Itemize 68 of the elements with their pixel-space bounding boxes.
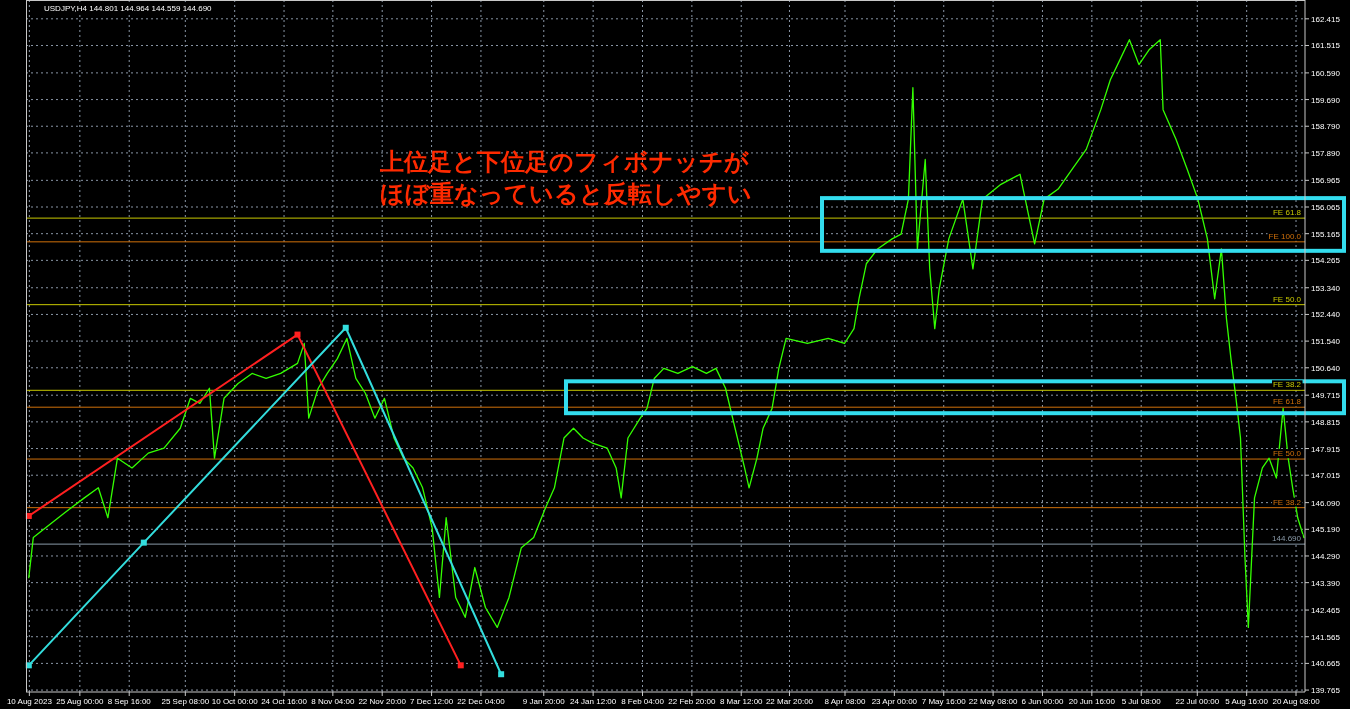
ref-line-label: FE 61.8 — [1272, 208, 1302, 218]
y-tick-label: 154.265 — [1311, 256, 1341, 266]
y-tick-label: 149.715 — [1311, 391, 1341, 401]
point — [342, 324, 349, 331]
point — [457, 662, 464, 669]
ref-line-label: FE 100.0 — [1268, 231, 1302, 241]
y-tick-label: 147.915 — [1311, 444, 1341, 454]
x-tick-label: 24 Jan 12:00 — [570, 697, 617, 706]
x-tick-label: 22 Dec 04:00 — [457, 697, 506, 706]
x-tick-label: 22 May 08:00 — [968, 697, 1018, 706]
y-tick-label: 150.640 — [1311, 363, 1341, 373]
x-tick-label: 5 Aug 16:00 — [1225, 697, 1269, 706]
x-tick-label: 9 Jan 20:00 — [522, 697, 566, 706]
x-tick-label: 22 Nov 20:00 — [358, 697, 407, 706]
ref-line-label: FE 38.2 — [1272, 380, 1302, 390]
y-tick-label: 161.515 — [1311, 41, 1341, 51]
y-tick-label: 155.165 — [1311, 229, 1341, 239]
x-tick-label: 24 Oct 16:00 — [261, 697, 308, 706]
y-tick-label: 156.065 — [1311, 203, 1341, 213]
x-tick-label: 5 Jul 08:00 — [1121, 697, 1162, 706]
x-tick-label: 23 Apr 00:00 — [871, 697, 918, 706]
x-tick-label: 7 Dec 12:00 — [410, 697, 454, 706]
point — [294, 331, 301, 338]
y-tick-label: 139.765 — [1311, 686, 1341, 696]
ref-line-label: FE 38.2 — [1272, 497, 1302, 507]
y-tick-label: 156.965 — [1311, 176, 1341, 186]
x-tick-label: 8 Apr 08:00 — [824, 697, 867, 706]
x-tick-label: 6 Jun 00:00 — [1021, 697, 1064, 706]
y-tick-label: 162.415 — [1311, 14, 1341, 24]
text: USDJPY,H4 144.801 144.964 144.559 144.690 — [44, 4, 213, 13]
point — [140, 539, 147, 546]
x-tick-label: 22 Mar 20:00 — [765, 697, 814, 706]
x-tick-label: 20 Jun 16:00 — [1068, 697, 1116, 706]
y-tick-label: 160.590 — [1311, 68, 1341, 78]
x-tick-label: 20 Aug 08:00 — [1272, 697, 1321, 706]
point — [498, 671, 505, 678]
ref-line-label: FE 61.8 — [1272, 397, 1302, 407]
y-tick-label: 141.565 — [1311, 632, 1341, 642]
x-tick-label: 25 Sep 08:00 — [161, 697, 210, 706]
y-tick-label: 146.090 — [1311, 498, 1341, 508]
ref-line-label: 144.690 — [1272, 534, 1302, 544]
y-tick-label: 158.790 — [1311, 122, 1341, 132]
y-tick-label: 143.390 — [1311, 578, 1341, 588]
x-tick-label: 8 Mar 12:00 — [719, 697, 764, 706]
line-series — [28, 39, 1305, 629]
annotation: 上位足と下位足のフィボナッチがほぼ重なっていると反転しやすい — [379, 148, 752, 208]
y-tick-label: 148.815 — [1311, 417, 1341, 427]
y-tick-label: 157.890 — [1311, 148, 1341, 158]
x-tick-label: 22 Jul 00:00 — [1175, 697, 1220, 706]
y-tick-label: 147.015 — [1311, 471, 1341, 481]
y-tick-label: 152.440 — [1311, 310, 1341, 320]
x-tick-label: 8 Nov 04:00 — [311, 697, 355, 706]
x-tick-label: 7 May 16:00 — [921, 697, 967, 706]
x-tick-label: 25 Aug 00:00 — [56, 697, 104, 706]
x-tick-label: 22 Feb 20:00 — [668, 697, 716, 706]
y-tick-label: 145.190 — [1311, 525, 1341, 535]
y-tick-label: 151.540 — [1311, 337, 1341, 347]
y-tick-label: 144.290 — [1311, 551, 1341, 561]
x-tick-label: 10 Oct 00:00 — [211, 697, 259, 706]
ref-line-label: FE 50.0 — [1272, 294, 1302, 304]
x-tick-label: 10 Aug 2023 — [6, 697, 53, 706]
ref-line-label: FE 50.0 — [1272, 449, 1302, 459]
y-tick-label: 142.465 — [1311, 606, 1341, 616]
x-tick-label: 8 Feb 04:00 — [621, 697, 665, 706]
x-tick-label: 8 Sep 16:00 — [107, 697, 152, 706]
y-tick-label: 159.690 — [1311, 95, 1341, 105]
y-tick-label: 153.340 — [1311, 283, 1341, 293]
y-tick-label: 140.665 — [1311, 659, 1341, 669]
